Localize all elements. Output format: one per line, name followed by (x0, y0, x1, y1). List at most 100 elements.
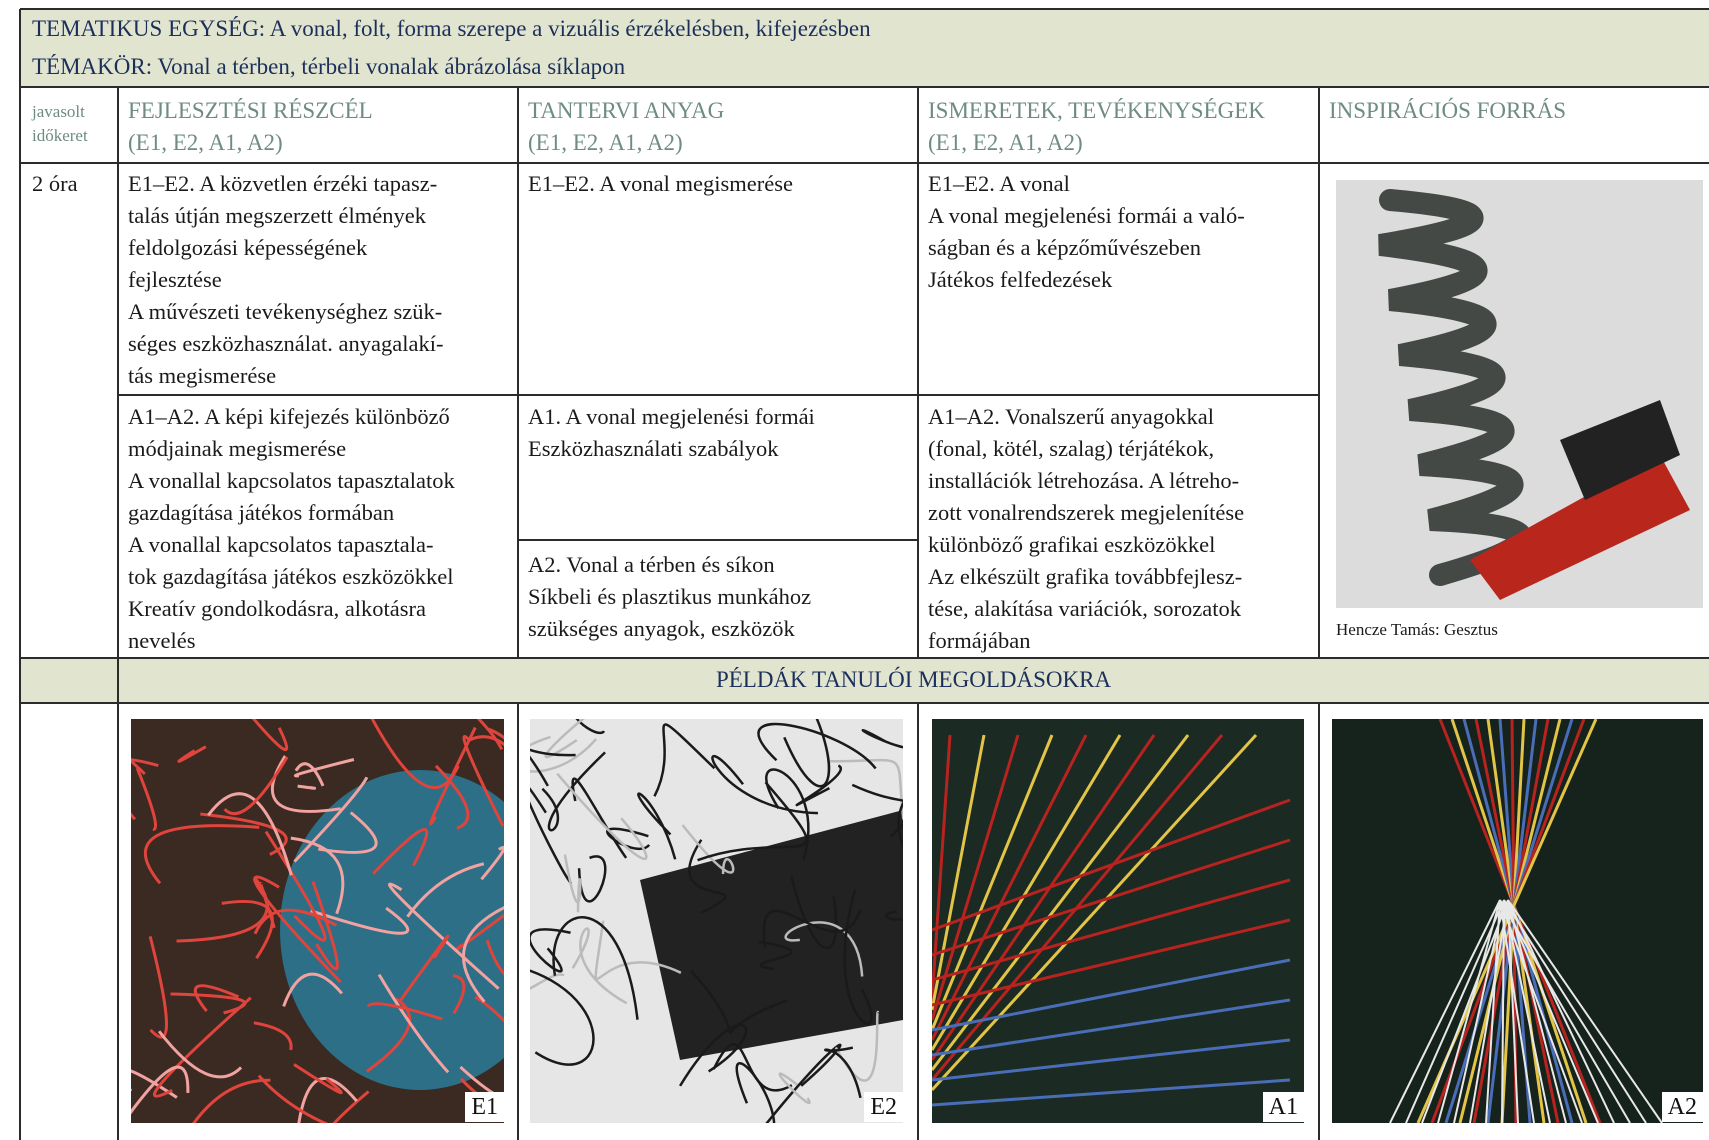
art-shape (679, 1023, 748, 1087)
art-shape (253, 1021, 293, 1051)
image-label: E1 (465, 1092, 504, 1122)
art-shape (932, 798, 1291, 932)
art-shape (932, 1038, 1291, 1082)
text-line: A1–A2. A képi kifejezés különböző (128, 404, 450, 429)
art-shape (290, 836, 345, 915)
artwork (932, 719, 1304, 1123)
art-shape (153, 996, 252, 1098)
art-shape (462, 735, 504, 827)
column-title: FEJLESZTÉSI RÉSZCÉL (128, 98, 373, 123)
art-shape (571, 927, 628, 1005)
art-shape (556, 772, 648, 860)
art-shape (932, 719, 1304, 1123)
art-shape (459, 1065, 504, 1101)
time-cell: 2 óra (32, 171, 78, 196)
examples-bg (20, 658, 1709, 703)
image-label: A2 (1661, 1092, 1703, 1122)
art-shape (711, 754, 818, 815)
art-shape (200, 812, 288, 856)
text-line: zott vonalrendszerek megjelenítése (928, 500, 1245, 525)
art-shape (406, 862, 485, 918)
art-shape (697, 781, 808, 862)
text-line: A vonallal kapcsolatos tapasztala- (128, 532, 434, 557)
text-line: módjainak megismerése (128, 436, 347, 461)
text-line: nevelés (128, 628, 196, 653)
art-shape (372, 828, 429, 875)
art-shape (253, 908, 338, 935)
art-shape (530, 735, 598, 773)
text-line: talás útján megszerzett élmények (128, 203, 426, 228)
column-subtitle: (E1, E2, A1, A2) (528, 130, 683, 155)
column-title: TANTERVI ANYAG (528, 98, 725, 123)
art-shape (932, 734, 952, 1001)
art-shape (1507, 899, 1519, 1123)
curriculum-cell: A1. A vonal megjelenési formái Eszközhasz… (528, 401, 815, 465)
text-line: szükséges anyagok, eszközök (528, 616, 795, 641)
text-line: A1. A vonal megjelenési formái (528, 404, 815, 429)
art-shape (485, 939, 504, 976)
art-shape (1405, 899, 1505, 1123)
text-line: formájában (928, 628, 1031, 653)
art-shape (735, 1062, 776, 1123)
art-shape (594, 920, 682, 981)
art-shape (1470, 455, 1690, 600)
art-shape (177, 745, 207, 763)
art-shape (530, 969, 595, 1066)
text-line: (fonal, kötél, szalag) térjátékok, (928, 436, 1215, 461)
activities-cell: E1–E2. A vonal A vonal megjelenési formái… (928, 168, 1245, 296)
image-label: A1 (1262, 1092, 1304, 1122)
art-shape (148, 936, 168, 1039)
text-line: Játékos felfedezések (928, 267, 1113, 292)
art-shape (297, 784, 317, 790)
art-shape (468, 735, 504, 747)
art-shape (932, 958, 1291, 1032)
artwork (530, 719, 903, 1123)
art-shape (1378, 189, 1533, 586)
art-shape (461, 906, 504, 1003)
column-header: ISMERETEK, TEVÉKENYSÉGEK (E1, E2, A1, A2) (928, 95, 1265, 159)
art-shape (388, 882, 500, 990)
text-line: A vonal megjelenési formái a való- (928, 203, 1245, 228)
art-shape (257, 1074, 329, 1123)
art-shape (606, 827, 651, 850)
art-shape (932, 734, 1156, 1061)
art-shape (459, 1077, 504, 1105)
art-shape (131, 758, 159, 821)
text-line: Eszközhasználati szabályok (528, 436, 779, 461)
art-shape (861, 728, 903, 749)
art-shape (932, 734, 1020, 1021)
art-shape (1503, 899, 1599, 1123)
unit-title: TEMATIKUS EGYSÉG: A vonal, folt, forma s… (32, 16, 871, 41)
art-shape (1560, 400, 1680, 500)
art-shape (1499, 899, 1631, 1123)
art-shape (932, 998, 1291, 1057)
art-shape (488, 727, 504, 740)
art-shape (932, 734, 1190, 1071)
artwork (1336, 180, 1703, 608)
art-shape (366, 1002, 443, 1021)
topic-title: TÉMAKÖR: Vonal a térben, térbeli vonalak… (32, 54, 626, 79)
text-line: installációk létrehozása. A létreho- (928, 468, 1240, 493)
column-subtitle: (E1, E2, A1, A2) (128, 130, 283, 155)
art-shape (1507, 899, 1663, 1123)
text-line: feldolgozási képességének (128, 235, 368, 260)
art-shape (637, 792, 677, 860)
text-line: Az elkészült grafika továbbfejlesz- (928, 564, 1243, 589)
activities-cell: A1–A2. Vonalszerű anyagokkal (fonal, köté… (928, 401, 1244, 657)
art-shape (830, 758, 903, 820)
text-line: séges eszközhasználat. anyagalakí- (128, 331, 444, 356)
text-line: A1–A2. Vonalszerű anyagokkal (928, 404, 1214, 429)
text-line: E1–E2. A vonal (928, 171, 1070, 196)
header-bg (20, 9, 1709, 87)
examples-heading: PÉLDÁK TANULÓI MEGOLDÁSOKRA (715, 667, 1112, 692)
text-line: E1–E2. A közvetlen érzéki tapasz- (128, 171, 438, 196)
art-shape (530, 928, 571, 973)
curriculum-cell: A2. Vonal a térben és síkon Síkbeli és pl… (528, 549, 811, 645)
art-shape (530, 787, 573, 885)
art-shape (758, 940, 793, 971)
art-shape (429, 726, 477, 826)
art-shape (1503, 899, 1647, 1123)
art-shape (1389, 899, 1501, 1123)
art-shape (131, 1069, 178, 1099)
